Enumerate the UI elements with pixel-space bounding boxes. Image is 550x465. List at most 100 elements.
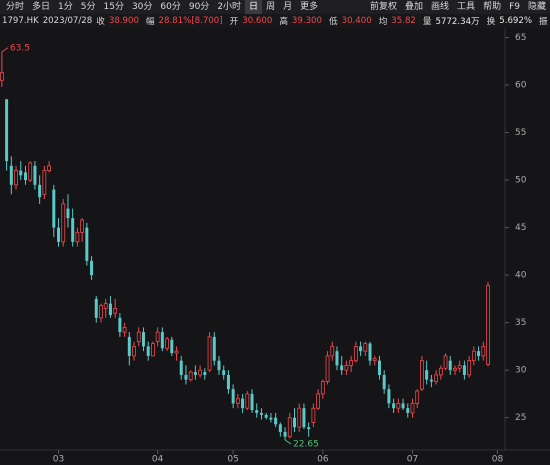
min-pointer bbox=[284, 439, 292, 445]
field-label: 低 bbox=[329, 17, 338, 27]
candle-body bbox=[293, 417, 297, 428]
candle-body bbox=[241, 398, 245, 409]
candle-body bbox=[467, 360, 472, 376]
candle-body bbox=[19, 170, 23, 176]
candle-body bbox=[307, 427, 311, 430]
y-tick-label: 45 bbox=[515, 223, 526, 233]
period-button[interactable]: 5分 bbox=[80, 2, 96, 12]
tool-button[interactable]: 画线 bbox=[431, 2, 450, 12]
candle-body bbox=[335, 351, 339, 366]
candle-body bbox=[368, 343, 372, 361]
candle-body bbox=[359, 346, 363, 352]
field-label: 高 bbox=[279, 17, 288, 27]
candle-body bbox=[94, 298, 98, 318]
x-tick-label: 05 bbox=[227, 455, 238, 465]
candle-body bbox=[255, 410, 259, 413]
candle-body bbox=[382, 374, 386, 390]
candle-body bbox=[66, 208, 70, 219]
tool-button[interactable]: 隐藏 bbox=[527, 2, 546, 12]
candle-body bbox=[316, 393, 321, 409]
field-label: 开 bbox=[229, 17, 239, 27]
y-tick-label: 50 bbox=[515, 176, 527, 186]
candle-body bbox=[477, 351, 481, 356]
candle-body bbox=[9, 165, 13, 185]
chart: 25 30 35 40 45 50 55 60 65 03 04 05 06 07 08 63.5 22.65 bbox=[0, 28, 550, 465]
candle-body bbox=[438, 367, 443, 376]
candle-body bbox=[457, 365, 462, 369]
period-button[interactable]: 多日 bbox=[32, 2, 51, 12]
candle-body bbox=[127, 336, 131, 356]
field-label: 振 bbox=[539, 17, 548, 27]
field-value: 30.400 bbox=[341, 16, 372, 26]
candle-body bbox=[259, 412, 263, 415]
candle-body bbox=[363, 343, 368, 352]
candle-body bbox=[410, 403, 415, 414]
period-button[interactable]: 30分 bbox=[131, 2, 153, 12]
candle-body bbox=[269, 417, 273, 420]
candle-body bbox=[396, 403, 401, 409]
candle-body bbox=[193, 372, 197, 375]
candle-body bbox=[132, 346, 136, 357]
candle-body bbox=[250, 393, 254, 411]
candle-body bbox=[33, 165, 37, 185]
candle-body bbox=[226, 374, 230, 390]
candle-body bbox=[325, 355, 330, 382]
period-button[interactable]: 分时 bbox=[6, 2, 25, 12]
max-pointer bbox=[1, 47, 9, 53]
tool-button[interactable]: F9 bbox=[509, 2, 520, 12]
tool-button[interactable]: 前复权 bbox=[370, 2, 398, 12]
plot-background bbox=[0, 28, 550, 465]
period-button[interactable]: 1分 bbox=[58, 2, 73, 12]
candle-body bbox=[71, 218, 75, 242]
period-button[interactable]: 月 bbox=[283, 2, 293, 12]
period-button[interactable]: 更多 bbox=[300, 2, 319, 12]
candle-body bbox=[434, 374, 438, 382]
period-button[interactable]: 15分 bbox=[103, 2, 124, 12]
candle-body bbox=[174, 350, 179, 354]
date: 2023/07/28 bbox=[42, 16, 93, 26]
candle-body bbox=[179, 360, 183, 375]
candle-body bbox=[392, 403, 396, 409]
candle-body bbox=[287, 417, 292, 438]
candle-body bbox=[5, 99, 9, 162]
candle-body bbox=[231, 389, 235, 404]
candle-body bbox=[170, 339, 174, 354]
candle-body bbox=[57, 227, 61, 242]
candle-body bbox=[448, 360, 452, 371]
period-button[interactable]: 90分 bbox=[188, 2, 210, 12]
tool-button[interactable]: 工具 bbox=[457, 2, 476, 12]
candle-body bbox=[42, 170, 47, 195]
candle-body bbox=[340, 365, 344, 371]
field-value: 38.900 bbox=[108, 16, 139, 26]
max-label: 63.5 bbox=[10, 43, 30, 53]
tool-button[interactable]: 叠加 bbox=[405, 2, 424, 12]
candle-body bbox=[85, 227, 89, 261]
period-button[interactable]: 2小时 bbox=[217, 2, 242, 12]
candle-body bbox=[75, 231, 80, 243]
period-button[interactable]: 60分 bbox=[160, 2, 181, 12]
candle-body bbox=[420, 360, 424, 390]
candle-body bbox=[222, 370, 226, 375]
candle-body bbox=[349, 360, 354, 366]
candle-body bbox=[217, 360, 221, 371]
candle-body bbox=[429, 379, 433, 382]
candle-body bbox=[320, 381, 325, 395]
candle-body bbox=[330, 346, 335, 357]
candle-body bbox=[235, 398, 240, 404]
tool-button[interactable]: 帮助 bbox=[483, 2, 502, 12]
candle-body bbox=[453, 367, 457, 371]
candle-body bbox=[118, 317, 122, 333]
candle-body bbox=[28, 162, 33, 181]
candle-body bbox=[274, 417, 278, 425]
field-value: 39.300 bbox=[291, 16, 322, 26]
candle-body bbox=[401, 403, 405, 409]
candle-body bbox=[99, 305, 103, 319]
y-tick-label: 65 bbox=[515, 33, 526, 43]
candle-body bbox=[108, 303, 112, 316]
field-label: 均 bbox=[378, 17, 388, 27]
period-button[interactable]: 日 bbox=[245, 0, 263, 14]
candle-body bbox=[377, 360, 381, 375]
period-button[interactable]: 周 bbox=[266, 2, 276, 12]
x-tick-label: 08 bbox=[492, 455, 504, 465]
candle-body bbox=[80, 219, 85, 233]
